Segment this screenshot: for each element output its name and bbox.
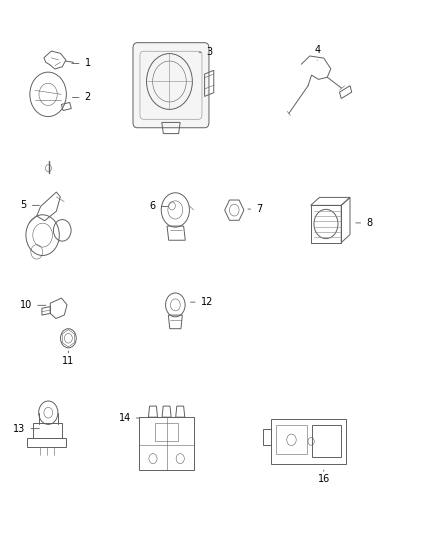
FancyBboxPatch shape	[133, 43, 209, 128]
Text: 7: 7	[248, 204, 262, 214]
Text: 3: 3	[199, 47, 213, 57]
Text: 8: 8	[356, 218, 372, 228]
Text: 10: 10	[20, 300, 46, 310]
Text: 11: 11	[62, 351, 74, 366]
Text: 14: 14	[119, 413, 140, 423]
Text: 12: 12	[191, 297, 213, 307]
Text: 6: 6	[149, 201, 168, 212]
Text: 16: 16	[318, 470, 330, 484]
Text: 4: 4	[314, 45, 320, 60]
Text: 13: 13	[13, 424, 39, 434]
Text: 2: 2	[72, 92, 91, 102]
Text: 5: 5	[21, 200, 39, 211]
Text: 1: 1	[72, 59, 91, 68]
